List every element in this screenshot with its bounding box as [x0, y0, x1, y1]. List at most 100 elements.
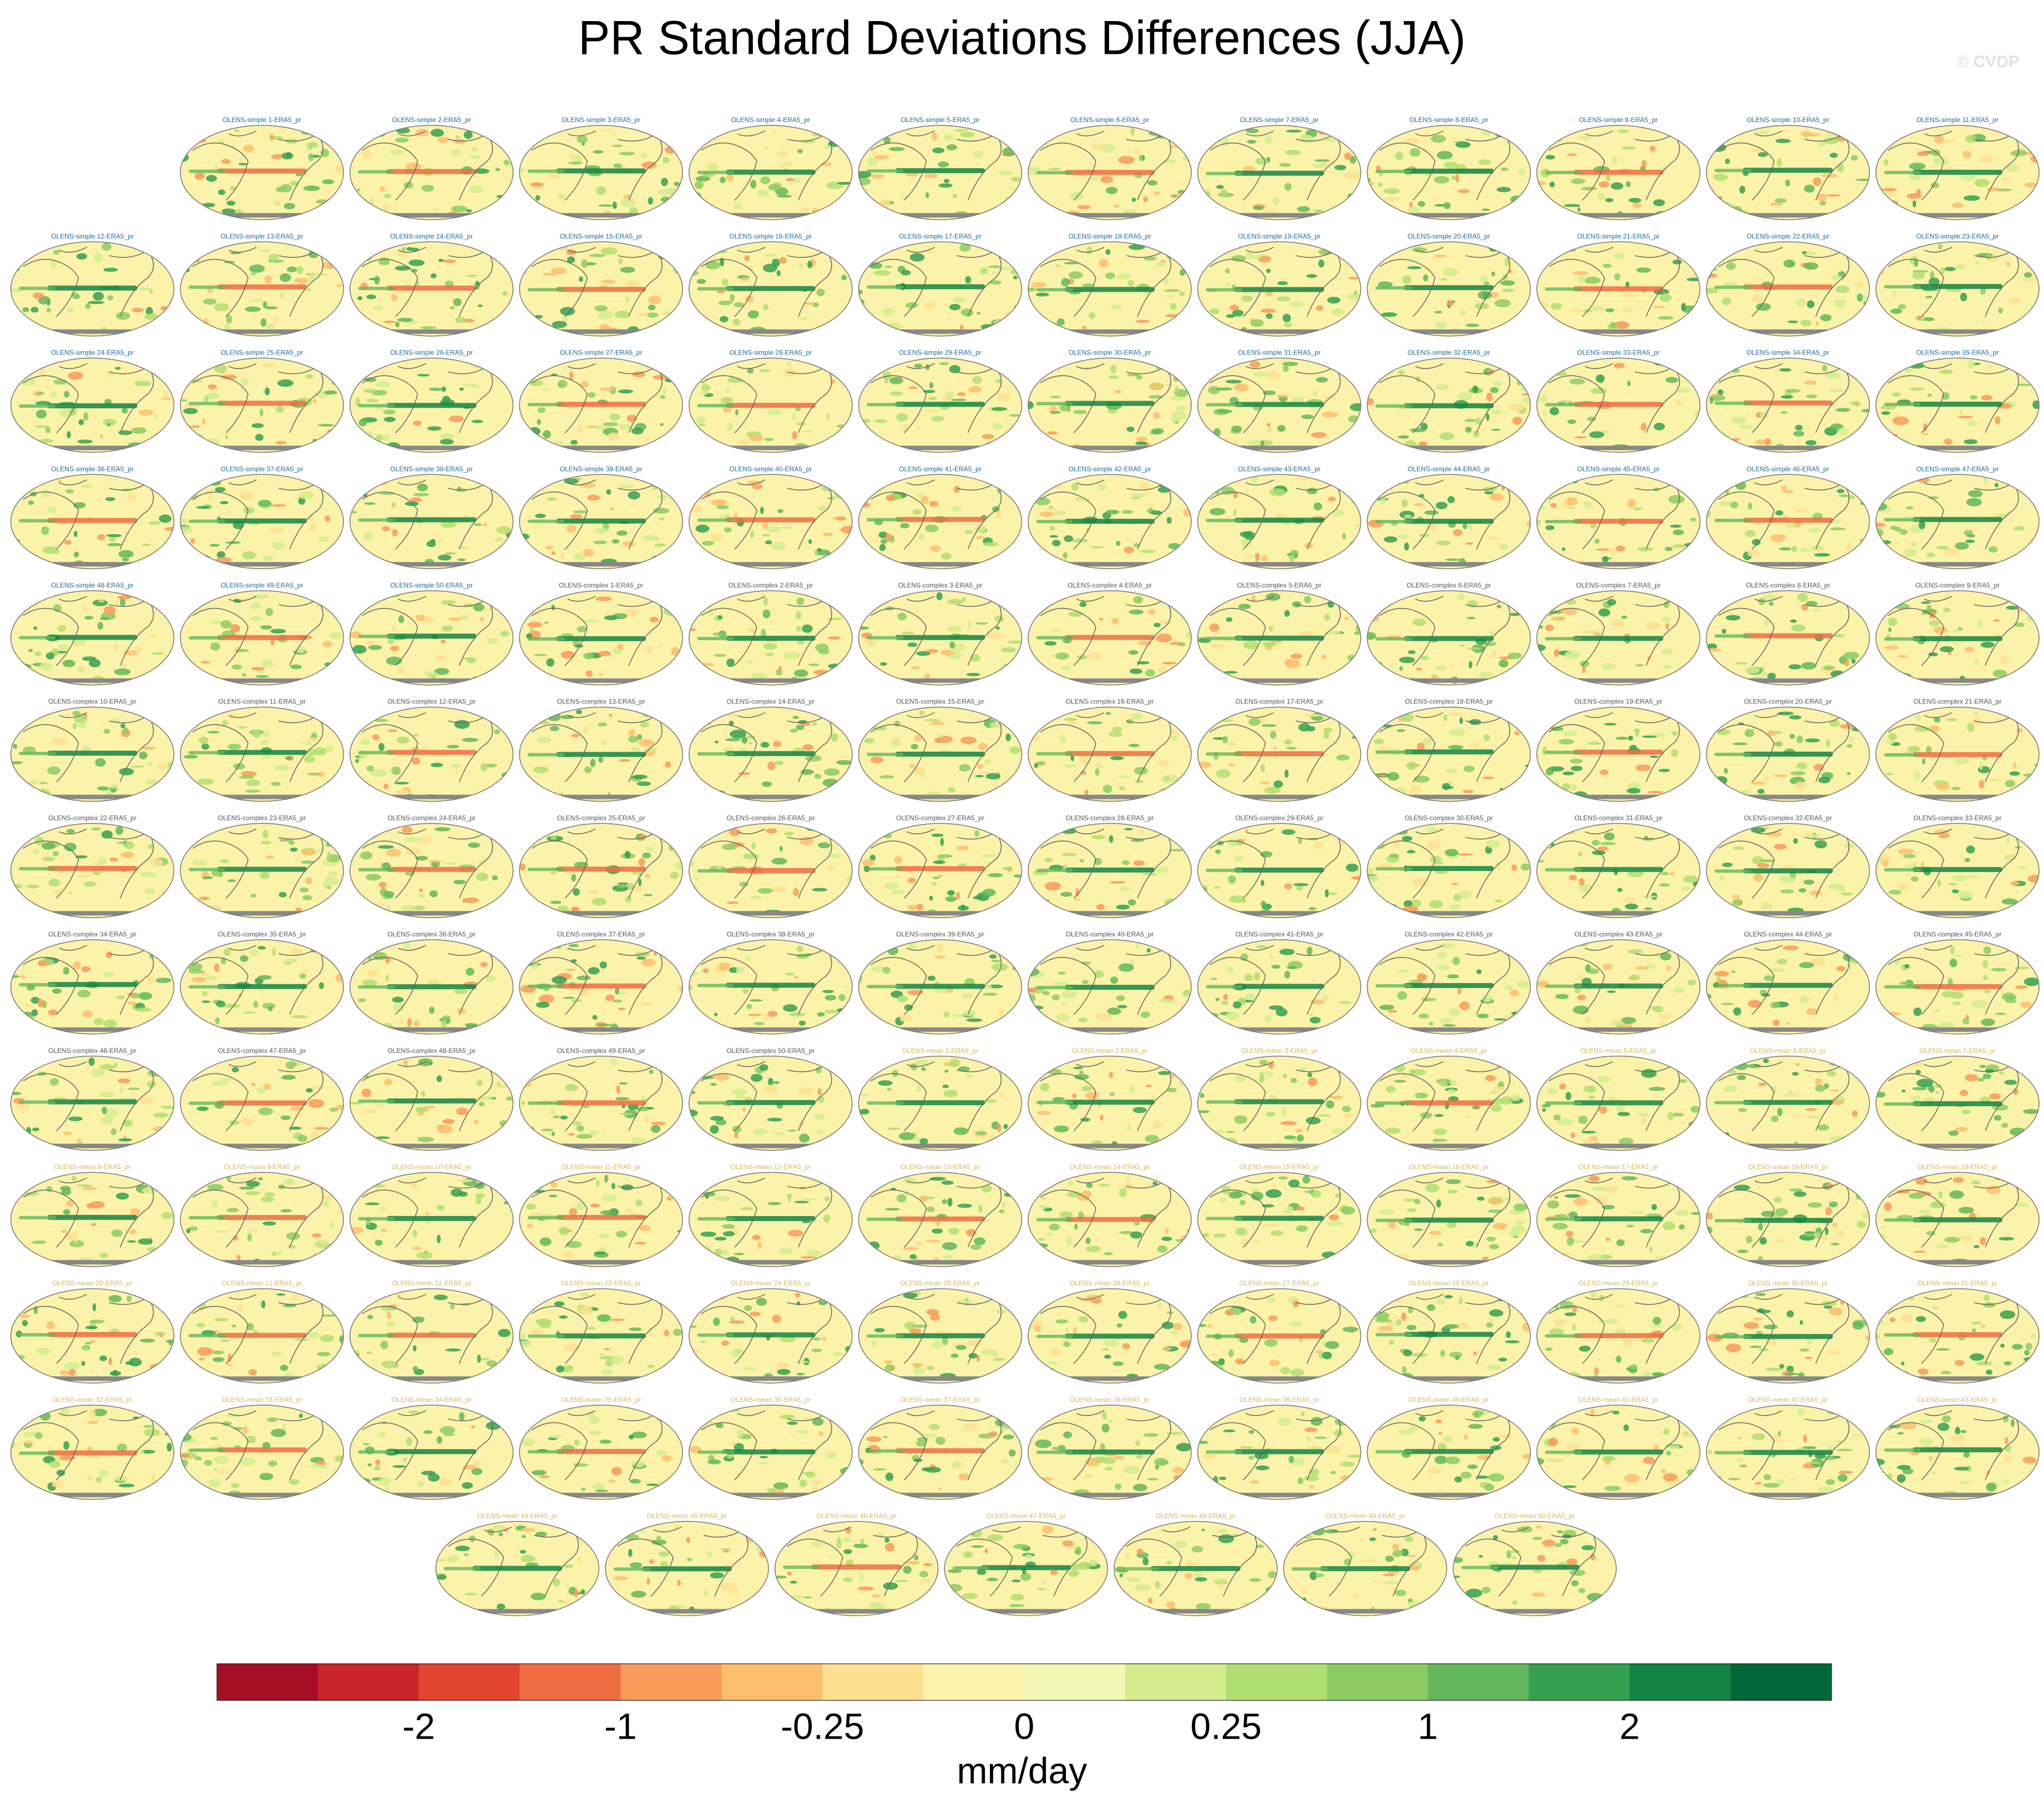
field-blob — [844, 605, 852, 609]
field-blob — [519, 266, 523, 274]
field-blob — [770, 541, 786, 550]
field-blob — [109, 537, 117, 542]
field-blob — [1943, 607, 1951, 612]
field-blob — [73, 530, 78, 538]
field-blob — [479, 1101, 485, 1107]
equatorial-band — [188, 285, 225, 289]
field-blob — [351, 721, 355, 728]
field-blob — [1231, 255, 1246, 262]
field-blob — [1888, 733, 1898, 741]
field-blob — [64, 842, 77, 852]
field-blob — [927, 975, 936, 981]
field-blob — [1876, 196, 1886, 201]
field-blob — [415, 855, 428, 861]
field-blob — [36, 409, 47, 419]
field-blob — [1549, 181, 1555, 188]
field-blob — [75, 874, 93, 878]
field-blob — [1957, 416, 1974, 419]
field-blob — [1231, 426, 1242, 432]
field-blob — [889, 146, 905, 151]
field-blob — [904, 1004, 913, 1011]
field-blob — [1284, 739, 1292, 745]
field-blob — [495, 1084, 509, 1088]
map-outline — [1875, 823, 2040, 918]
field-blob — [1210, 644, 1226, 649]
field-blob — [1131, 493, 1147, 498]
field-blob — [180, 481, 189, 489]
field-blob — [689, 428, 695, 437]
field-blob — [562, 315, 568, 322]
field-blob — [1650, 145, 1656, 152]
equatorial-band — [1545, 403, 1582, 407]
field-blob — [1271, 640, 1284, 644]
field-blob — [1836, 966, 1846, 971]
field-blob — [1034, 721, 1040, 726]
field-blob — [99, 616, 110, 620]
field-blob — [131, 427, 146, 434]
field-blob — [1266, 313, 1273, 320]
field-blob — [165, 596, 170, 604]
field-blob — [1376, 774, 1388, 777]
field-blob — [154, 832, 163, 839]
field-blob — [1849, 736, 1854, 743]
equatorial-band — [1574, 170, 1663, 175]
map-panel: OLENS-complex 39-ERA5_pr — [858, 930, 1023, 1035]
field-blob — [1913, 746, 1917, 749]
field-blob — [238, 163, 247, 165]
field-blob — [1745, 731, 1749, 737]
field-blob — [1842, 475, 1846, 483]
field-blob — [597, 1024, 613, 1026]
field-blob — [272, 315, 278, 324]
field-blob — [1312, 389, 1317, 397]
field-blob — [364, 502, 376, 505]
field-blob — [1769, 968, 1785, 972]
field-blob — [824, 1009, 838, 1014]
field-blob — [1009, 414, 1020, 417]
field-blob — [750, 180, 757, 189]
field-blob — [704, 130, 710, 136]
field-blob — [503, 160, 510, 165]
field-blob — [1706, 1027, 1712, 1030]
field-blob — [106, 534, 122, 538]
field-blob — [1136, 374, 1142, 380]
field-blob — [1261, 724, 1277, 727]
field-blob — [1752, 856, 1764, 865]
field-blob — [185, 1128, 191, 1136]
field-blob — [1133, 543, 1140, 548]
map-panel: OLENS-complex 30-ERA5_pr — [1367, 814, 1531, 918]
panel-title: OLENS-simple 21-ERA5_pr — [1577, 232, 1660, 240]
field-blob — [858, 555, 870, 563]
field-blob — [1459, 717, 1463, 725]
field-blob — [796, 423, 807, 426]
field-blob — [245, 306, 261, 312]
field-blob — [1343, 710, 1352, 716]
field-blob — [1591, 839, 1600, 846]
field-blob — [825, 1023, 839, 1027]
field-blob — [779, 257, 787, 264]
field-blob — [307, 273, 315, 282]
map-outline — [1536, 590, 1701, 686]
map-outline — [1875, 357, 2040, 453]
field-blob — [42, 857, 55, 862]
equatorial-band — [1375, 286, 1413, 290]
panel-title: OLENS-complex 10-ERA5_pr — [48, 698, 136, 706]
field-blob — [1735, 481, 1747, 490]
field-blob — [207, 731, 220, 734]
field-blob — [1806, 1007, 1817, 1015]
field-blob — [198, 555, 210, 560]
field-blob — [697, 662, 714, 667]
field-blob — [1028, 660, 1036, 666]
coastline — [23, 1061, 154, 1132]
field-blob — [1940, 646, 1954, 652]
coastline — [531, 247, 663, 317]
field-blob — [1846, 744, 1853, 748]
field-blob — [918, 534, 924, 540]
equatorial-band — [1545, 171, 1582, 175]
field-blob — [1774, 843, 1787, 850]
field-blob — [1050, 411, 1061, 414]
field-blob — [883, 136, 891, 144]
field-blob — [747, 310, 759, 319]
field-blob — [925, 649, 939, 653]
field-blob — [1763, 594, 1777, 601]
field-blob — [1967, 490, 1983, 498]
